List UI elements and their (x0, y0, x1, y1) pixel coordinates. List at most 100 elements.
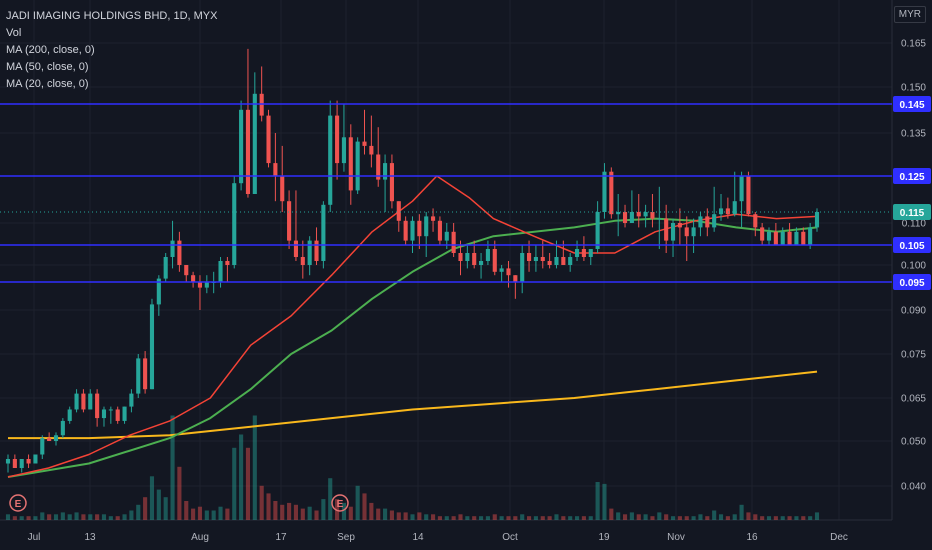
volume-bar (293, 504, 299, 520)
candle-body (424, 216, 429, 237)
volume-bar (520, 514, 525, 520)
volume-bar (362, 493, 367, 520)
candle-body (156, 278, 161, 305)
candle-body (245, 109, 251, 194)
volume-bar (773, 516, 778, 520)
candle-body (314, 240, 319, 261)
candle-body (417, 220, 422, 237)
candle-body (732, 201, 737, 215)
candle-body (252, 93, 257, 194)
candle-body (499, 268, 504, 272)
volume-bar (568, 516, 573, 520)
candle-body (506, 268, 511, 276)
candle-body (561, 257, 566, 265)
volume-bar (472, 516, 477, 520)
volume-bar (725, 516, 730, 520)
candle-body (602, 171, 607, 212)
price-level-tag (893, 274, 931, 290)
y-tick-label: 0.110 (902, 219, 927, 230)
legend-vol: Vol (6, 27, 22, 39)
candle-body (280, 176, 285, 202)
volume-bar (67, 514, 72, 520)
candle-body (698, 216, 703, 228)
x-tick-label: 16 (746, 532, 758, 543)
volume-bar (664, 514, 669, 520)
y-tick-label: 0.040 (901, 482, 926, 493)
candle-body (389, 163, 394, 202)
volume-bar (383, 508, 388, 520)
volume-bar (101, 514, 107, 520)
price-level-tag (893, 96, 931, 112)
volume-bar (259, 485, 264, 520)
candle-body (568, 257, 573, 265)
chart-legend: JADI IMAGING HOLDINGS BHD, 1D, MYX Vol M… (6, 8, 217, 93)
volume-bar (808, 516, 813, 520)
volume-bar (753, 514, 758, 520)
y-tick-label: 0.065 (901, 394, 926, 405)
volume-bar (451, 516, 456, 520)
earnings-marker[interactable] (331, 494, 349, 512)
volume-bar (801, 516, 806, 520)
candle-body (465, 253, 470, 261)
volume-bar (204, 510, 209, 520)
volume-bar (650, 516, 655, 520)
volume-bar (19, 516, 24, 520)
volume-bar (437, 516, 442, 520)
volume-bar (746, 512, 751, 520)
earnings-marker-label: E (337, 499, 344, 510)
volume-bar (239, 434, 244, 520)
volume-bar (499, 516, 504, 520)
volume-bar (252, 415, 257, 520)
legend-ma20: MA (20, close, 0) (6, 78, 89, 90)
volume-bar (485, 516, 490, 520)
price-level-tag-label: 0.145 (899, 100, 924, 111)
candle-body (664, 218, 669, 241)
candle-body (794, 231, 799, 245)
candle-body (47, 438, 52, 441)
volume-bar (355, 485, 360, 520)
candle-body (766, 231, 772, 241)
volume-bar (163, 497, 168, 520)
y-tick-label: 0.090 (901, 306, 926, 317)
currency-button[interactable]: MYR (893, 6, 926, 23)
volume-bar (643, 514, 648, 520)
candle-body (677, 223, 682, 228)
candle-body (609, 171, 614, 215)
candle-body (197, 282, 203, 288)
candle-body (232, 183, 237, 265)
y-tick-label: 0.100 (901, 261, 926, 272)
candle-body (725, 208, 730, 215)
volume-bar (81, 514, 86, 520)
volume-bar (492, 514, 497, 520)
candle-body (218, 261, 223, 282)
ma200-line (8, 370, 818, 440)
volume-bar (47, 514, 52, 520)
volume-bar (691, 516, 696, 520)
y-tick-label: 0.150 (901, 83, 926, 94)
volume-bar (677, 516, 682, 520)
volume-bar (95, 514, 100, 520)
candle-body (40, 438, 45, 455)
candle-body (163, 257, 168, 279)
candle-body (53, 435, 59, 441)
candle-body (643, 212, 648, 217)
candle-body (801, 231, 806, 245)
volume-bar (53, 514, 59, 520)
candle-body (383, 163, 388, 180)
candle-body (33, 454, 38, 464)
candle-body (362, 141, 367, 146)
x-tick-label: Aug (191, 532, 209, 543)
volume-bar (403, 512, 408, 520)
volume-bar (184, 501, 189, 520)
candle-body (26, 459, 31, 464)
candle-body (88, 393, 93, 410)
candle-body (191, 275, 196, 282)
x-tick-label: 19 (598, 532, 610, 543)
earnings-marker[interactable] (9, 494, 27, 512)
candle-body (12, 459, 17, 468)
volume-bar (506, 516, 511, 520)
candle-body (149, 304, 155, 390)
candle-body (691, 227, 696, 237)
volume-bar (424, 514, 429, 520)
